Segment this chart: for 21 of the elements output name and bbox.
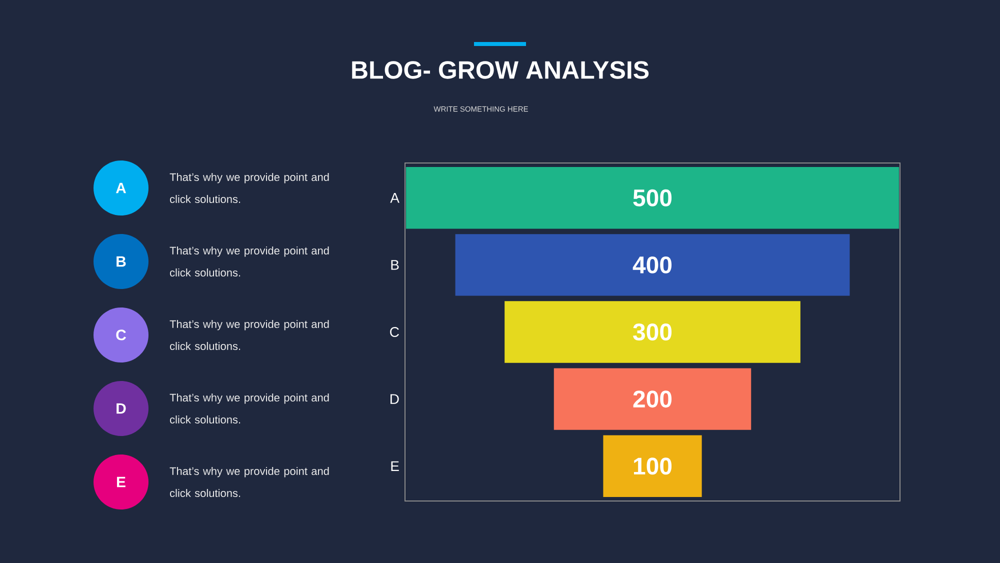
text: That’s why we provide point and click solutions. bbox=[170, 466, 329, 498]
category-label: A bbox=[116, 182, 126, 194]
data-label: 100 bbox=[634, 458, 672, 475]
text: BLOG- GROW ANALYSIS bbox=[352, 61, 649, 79]
data-label: 200 bbox=[633, 390, 672, 408]
category-label: C bbox=[390, 327, 399, 337]
data-label: 400 bbox=[632, 256, 672, 274]
text: That’s why we provide point and click solutions. bbox=[170, 320, 329, 350]
data-label: 300 bbox=[633, 323, 672, 341]
category-label: C bbox=[116, 330, 126, 340]
category-label: D bbox=[116, 403, 126, 414]
category-label: A bbox=[390, 193, 400, 203]
category-label: B bbox=[391, 260, 399, 270]
category-label: B bbox=[116, 256, 126, 267]
text: That’s why we provide point and click solutions. bbox=[170, 246, 329, 277]
text: That’s why we provide point and click solutions. bbox=[170, 393, 329, 424]
category-label: E bbox=[391, 461, 399, 471]
text: That’s why we provide point and click solutions. bbox=[170, 172, 329, 204]
data-label: 500 bbox=[633, 189, 672, 206]
category-label: E bbox=[117, 476, 126, 488]
category-label: D bbox=[390, 394, 399, 404]
